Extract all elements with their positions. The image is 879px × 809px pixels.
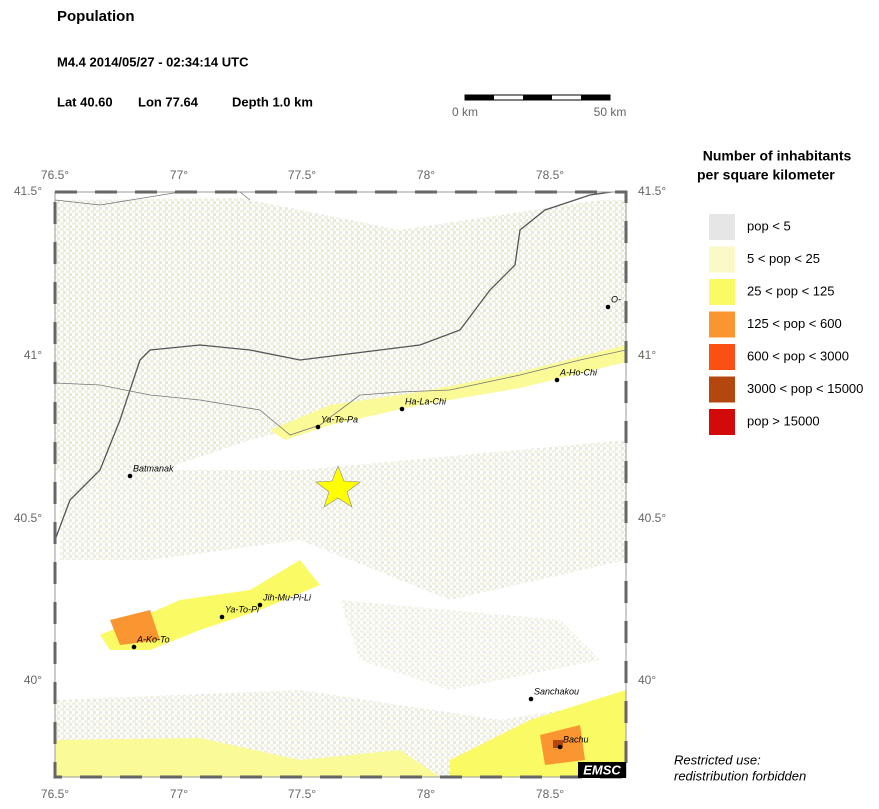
legend-label: pop < 5 — [747, 218, 791, 233]
left-tick-label: 40° — [24, 673, 42, 687]
lat: Lat 40.60 — [57, 94, 113, 109]
legend-swatch — [709, 279, 735, 305]
legend-label: 5 < pop < 25 — [747, 251, 820, 266]
map-area — [55, 192, 626, 777]
right-tick-label: 40° — [638, 673, 656, 687]
notice: redistribution forbidden — [674, 768, 806, 783]
legend-swatch — [709, 344, 735, 370]
bottom-tick-label: 78° — [417, 787, 435, 801]
legend-swatch — [709, 409, 735, 435]
notice: Restricted use: — [674, 752, 761, 767]
city-label: A-Ho-Chi — [559, 367, 598, 377]
depth: Depth 1.0 km — [232, 94, 313, 109]
legend-label: 125 < pop < 600 — [747, 316, 842, 331]
legend-swatch — [709, 311, 735, 338]
top-tick-label: 78° — [417, 168, 435, 182]
city-dot — [315, 424, 321, 430]
legend-swatch — [709, 376, 735, 403]
city-label: Ya-Te-Pa — [321, 414, 358, 424]
top-tick-label: 77.5° — [288, 168, 316, 182]
city-label: Sanchakou — [534, 686, 579, 696]
top-tick-label: 77° — [170, 168, 188, 182]
city-dot — [127, 473, 133, 479]
title: Population — [57, 8, 135, 25]
bottom-tick-label: 77.5° — [288, 787, 316, 801]
badge-bg — [578, 762, 626, 778]
bottom-tick-label: 76.5° — [41, 787, 69, 801]
city-dot — [399, 406, 405, 412]
city-label: A-Ko-To — [136, 634, 170, 644]
city-dot — [219, 614, 225, 620]
lon: Lon 77.64 — [138, 94, 199, 109]
legend-label: 600 < pop < 3000 — [747, 348, 849, 363]
left-tick-label: 40.5° — [14, 511, 42, 525]
city-label: Ya-To-Pi — [225, 604, 260, 614]
scale-end: 50 km — [594, 105, 627, 119]
city-label: Batmanak — [133, 463, 174, 473]
city-label: Bachu — [563, 734, 589, 744]
city-label: Jih-Mu-Pi-Li — [262, 592, 312, 602]
city-label: Ha-La-Chi — [405, 396, 447, 406]
legend-label: 25 < pop < 125 — [747, 283, 834, 298]
bottom-tick-label: 77° — [170, 787, 188, 801]
right-tick-label: 41° — [638, 348, 656, 362]
legend-label: pop > 15000 — [747, 413, 820, 428]
top-tick-label: 76.5° — [41, 168, 69, 182]
map-frame-ticks — [53, 190, 628, 779]
legend-swatch — [709, 214, 735, 240]
city-dot — [257, 602, 263, 608]
city-label: O- — [611, 294, 621, 304]
city-dot — [557, 744, 563, 750]
scale-start: 0 km — [452, 105, 478, 119]
legend-label: 3000 < pop < 15000 — [747, 381, 863, 396]
city-dot — [605, 304, 611, 310]
legend-swatch — [709, 246, 735, 273]
scale-bar — [464, 94, 611, 101]
right-tick-label: 40.5° — [638, 511, 666, 525]
left-tick-label: 41.5° — [14, 184, 42, 198]
left-tick-label: 41° — [24, 348, 42, 362]
event: M4.4 2014/05/27 - 02:34:14 UTC — [57, 54, 249, 69]
city-dot — [554, 377, 560, 383]
city-dot — [528, 696, 534, 702]
legend-title: Number of inhabitants — [703, 148, 852, 164]
legend-title: per square kilometer — [697, 167, 835, 183]
right-tick-label: 41.5° — [638, 184, 666, 198]
epicenter — [315, 465, 361, 508]
bottom-tick-label: 78.5° — [536, 787, 564, 801]
city-dot — [131, 644, 137, 650]
badge: EMSC — [583, 762, 621, 777]
top-tick-label: 78.5° — [536, 168, 564, 182]
